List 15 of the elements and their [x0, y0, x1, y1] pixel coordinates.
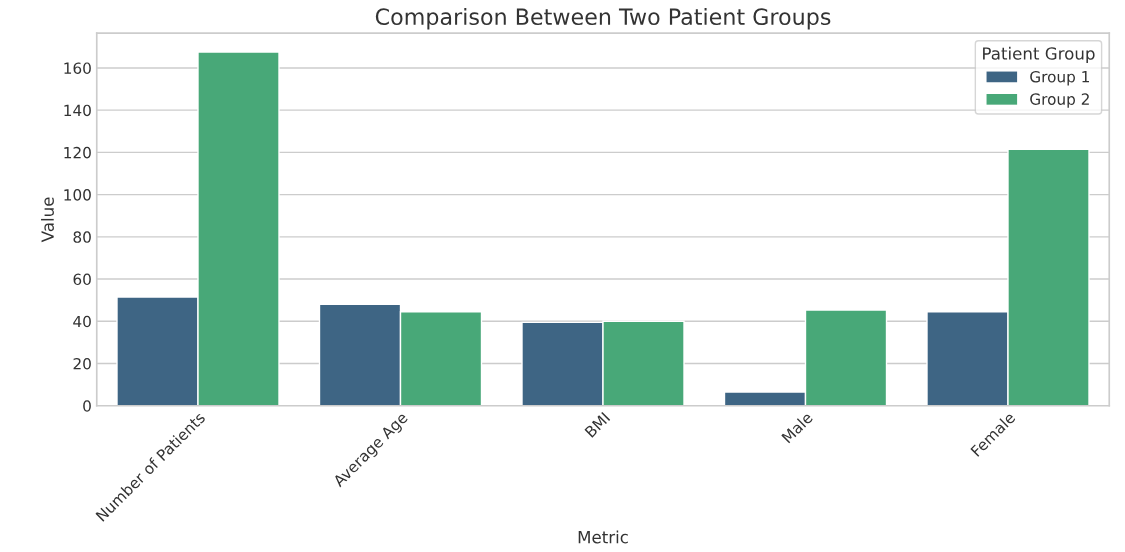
y-tick-label: 60: [73, 273, 91, 286]
y-tick-label: 160: [64, 62, 91, 74]
legend-label: Group 1: [1030, 70, 1089, 86]
y-tick-label: 40: [73, 315, 91, 328]
legend-title: Patient Group: [983, 46, 1095, 63]
y-axis-title: Value: [41, 197, 54, 243]
y-tick-label: 120: [64, 146, 91, 159]
y-tick-label: 20: [73, 357, 91, 370]
y-tick-label: 140: [64, 104, 91, 117]
chart-title: Comparison Between Two Patient Groups: [375, 7, 831, 30]
y-tick-label: 0: [83, 400, 91, 412]
x-axis-title: Metric: [578, 530, 628, 544]
y-tick-label: 80: [73, 231, 91, 243]
legend-label: Group 2: [1030, 93, 1089, 108]
y-tick-label: 100: [64, 189, 91, 201]
